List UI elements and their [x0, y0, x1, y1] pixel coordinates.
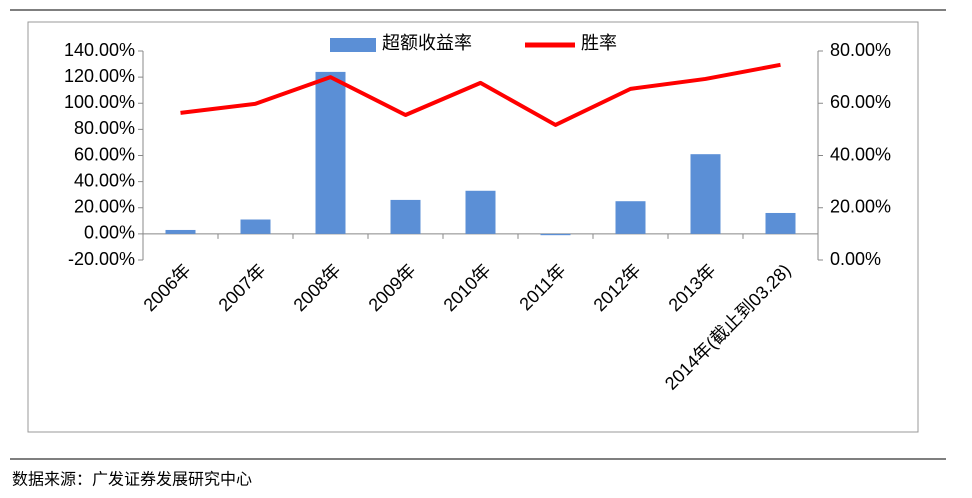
bar [240, 219, 271, 234]
bar [690, 154, 721, 234]
y-tick-label: -20.00% [68, 249, 135, 269]
y-tick-label: 140.00% [64, 40, 135, 60]
x-tick-label: 2010年 [439, 260, 494, 315]
y2-tick-label: 0.00% [830, 249, 881, 269]
legend-label: 胜率 [581, 33, 617, 53]
x-tick-label: 2013年 [664, 260, 719, 315]
x-tick-label: 2009年 [364, 260, 419, 315]
y-tick-label: 20.00% [74, 197, 135, 217]
bar [165, 229, 196, 234]
x-tick-label: 2006年 [139, 260, 194, 315]
chart-frame [27, 21, 919, 433]
y-tick-label: 100.00% [64, 92, 135, 112]
y2-tick-label: 40.00% [830, 144, 891, 164]
bar [765, 212, 796, 234]
x-tick-label: 2007年 [214, 260, 269, 315]
source: 数据来源：广发证券发展研究中心 [12, 470, 252, 489]
legend-swatch [330, 38, 376, 52]
y-tick-label: 120.00% [64, 66, 135, 86]
y2-tick-label: 60.00% [830, 92, 891, 112]
bar [390, 199, 421, 234]
y-tick-label: 60.00% [74, 144, 135, 164]
legend-label: 超额收益率 [382, 33, 472, 53]
x-tick-label: 2011年 [515, 260, 569, 314]
x-tick-label: 2012年 [589, 260, 644, 315]
bar [315, 71, 346, 234]
x-tick-label: 2014年(截止到03.28) [661, 260, 795, 394]
y-tick-label: 80.00% [74, 118, 135, 138]
bar [540, 233, 571, 236]
bar [615, 201, 646, 234]
line [180, 62, 781, 127]
x-tick-label: 2008年 [289, 260, 344, 315]
y2-tick-label: 20.00% [830, 197, 891, 217]
y-tick-label: 40.00% [74, 170, 135, 190]
y-tick-label: 0.00% [84, 223, 135, 243]
bar [465, 190, 496, 234]
y2-tick-label: 80.00% [830, 40, 891, 60]
